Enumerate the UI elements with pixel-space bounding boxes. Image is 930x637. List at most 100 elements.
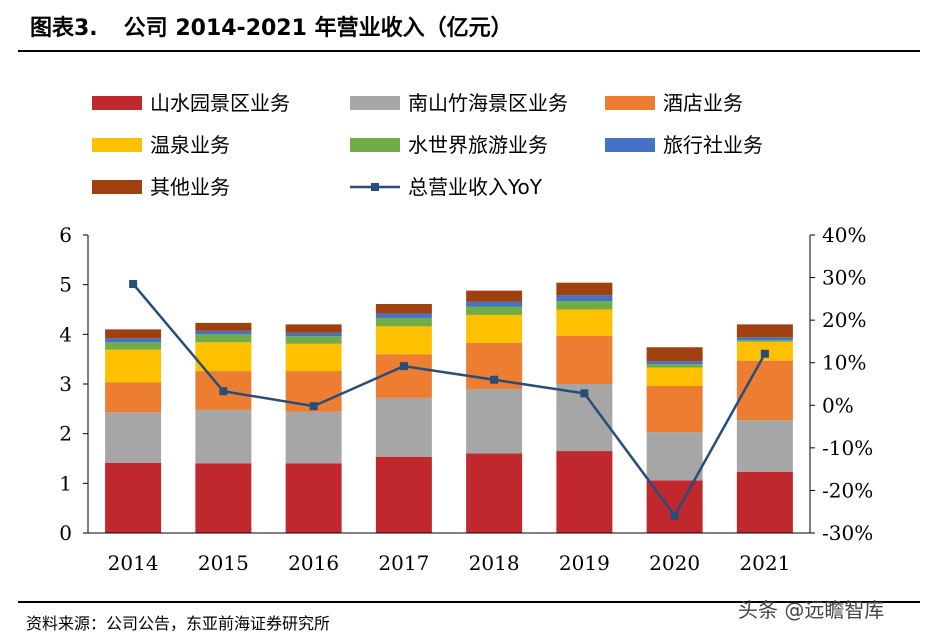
bar-segment	[105, 338, 162, 343]
bar-segment	[556, 301, 613, 310]
chart-title: 公司 2014-2021 年营业收入（亿元）	[123, 16, 513, 41]
bar-segment	[466, 388, 523, 454]
bar-segment	[556, 295, 613, 302]
x-tick-label: 2015	[198, 551, 249, 575]
bar-segment	[375, 304, 432, 314]
legend-label: 水世界旅游业务	[408, 133, 548, 157]
watermark: 头条 @远瞻智库	[738, 598, 885, 622]
left-tick-label: 3	[59, 372, 72, 396]
right-tick-label: 0%	[822, 393, 854, 417]
x-tick-label: 2020	[649, 551, 700, 575]
top-rule	[18, 50, 920, 52]
left-tick-label: 5	[59, 273, 72, 297]
right-tick-label: -30%	[822, 521, 873, 545]
yoy-point	[760, 349, 769, 358]
source-note: 资料来源：公司公告，东亚前海证券研究所	[26, 614, 331, 633]
legend-swatch	[92, 96, 142, 110]
legend-swatch	[350, 138, 400, 152]
bar-segment	[285, 411, 342, 464]
bar-segment	[556, 309, 613, 336]
bar-segment	[105, 342, 162, 350]
bar-segment	[646, 385, 703, 433]
bar-segment	[466, 314, 523, 343]
x-tick-label: 2021	[739, 551, 790, 575]
bar-segment	[556, 282, 613, 296]
legend-label: 旅行社业务	[663, 133, 763, 157]
yoy-point	[309, 402, 318, 411]
x-tick-label: 2016	[288, 551, 339, 575]
left-tick-label: 1	[59, 471, 72, 495]
yoy-point	[580, 389, 589, 398]
yoy-point	[490, 375, 499, 384]
bar-segment	[105, 349, 162, 383]
bar-segment	[736, 324, 793, 338]
bar-segment	[285, 343, 342, 372]
right-tick-label: 40%	[822, 223, 866, 247]
legend-label: 其他业务	[150, 175, 230, 199]
bar-segment	[105, 329, 162, 339]
bar-segment	[466, 306, 523, 315]
bar-segment	[556, 335, 613, 384]
bar-segment	[195, 322, 252, 331]
bar-segment	[646, 347, 703, 362]
bar-segment	[195, 330, 252, 335]
right-tick-label: -10%	[822, 436, 873, 460]
legend-swatch	[92, 180, 142, 194]
legend-label: 酒店业务	[663, 91, 743, 115]
chart-title-row: 图表3. 公司 2014-2021 年营业收入（亿元）	[30, 10, 513, 42]
bar-segment	[195, 342, 252, 372]
right-tick-label: 20%	[822, 308, 866, 332]
legend-swatch	[350, 96, 400, 110]
bar-segment	[105, 462, 162, 533]
bar-segment	[285, 336, 342, 344]
legend-swatch	[605, 96, 655, 110]
bar-segment	[285, 324, 342, 333]
bar-segment	[105, 382, 162, 413]
legend-label: 总营业收入YoY	[408, 175, 543, 199]
left-tick-label: 2	[59, 422, 72, 446]
bar-segment	[646, 367, 703, 386]
bar-segment	[195, 334, 252, 343]
bottom-rule	[18, 601, 920, 603]
bar-segment	[285, 463, 342, 533]
axes: 0 1 2 3 4 5 6 -30% -20% -10% 0% 10% 20% 30% 40% 2014 201…	[59, 223, 873, 575]
right-tick-label: -20%	[822, 478, 873, 502]
legend-label: 山水园景区业务	[150, 91, 290, 115]
bar-segment	[556, 451, 613, 533]
bar-segment	[466, 290, 523, 302]
x-tick-label: 2018	[469, 551, 520, 575]
bar-segment	[646, 361, 703, 365]
legend-marker	[371, 183, 379, 191]
bars	[105, 282, 793, 533]
bar-segment	[736, 420, 793, 472]
bar-segment	[736, 471, 793, 533]
yoy-point	[399, 362, 408, 371]
bar-segment	[646, 364, 703, 368]
yoy-point	[670, 511, 679, 520]
bar-segment	[375, 397, 432, 458]
bar-segment	[736, 360, 793, 421]
bar-segment	[375, 317, 432, 327]
bar-segment	[375, 326, 432, 355]
bar-segment	[646, 432, 703, 481]
legend-label: 南山竹海景区业务	[408, 91, 568, 115]
bar-segment	[105, 412, 162, 463]
bar-segment	[285, 332, 342, 337]
bar-segment	[736, 337, 793, 341]
bar-segment	[736, 340, 793, 342]
legend-swatch	[605, 138, 655, 152]
bar-segment	[195, 463, 252, 533]
left-tick-label: 4	[59, 322, 72, 346]
figure-label: 图表3.	[30, 16, 98, 41]
legend-label: 温泉业务	[150, 133, 230, 157]
x-tick-label: 2017	[378, 551, 429, 575]
bar-segment	[375, 354, 432, 398]
left-tick-label: 6	[59, 223, 72, 247]
bar-segment	[466, 453, 523, 533]
legend-swatch	[92, 138, 142, 152]
x-tick-label: 2019	[559, 551, 610, 575]
yoy-line	[129, 279, 769, 520]
yoy-point	[129, 279, 138, 288]
